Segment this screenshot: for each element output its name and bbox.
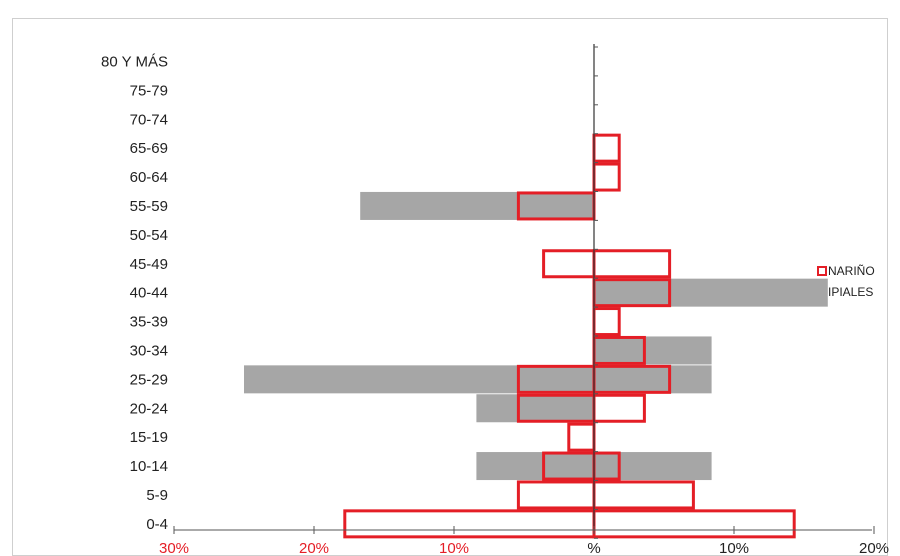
bar-filled-left-12	[476, 394, 594, 423]
bar-outline-right-4	[592, 162, 621, 192]
x-tick-label-right: 20%	[859, 540, 889, 556]
tick-labels-group: 30% 20% 10%% 10% 20%	[159, 540, 889, 556]
category-label: 60-64	[130, 169, 168, 186]
legend-label: NARIÑO	[828, 264, 875, 278]
category-label: 15-19	[130, 429, 168, 446]
legend-label: IPIALES	[828, 285, 873, 299]
bar-filled-right-11	[594, 365, 712, 394]
bar-outline-left-15	[516, 480, 596, 510]
category-label: 55-59	[130, 198, 168, 215]
category-label: 35-39	[130, 314, 168, 331]
bar-outline-left-16	[343, 509, 596, 539]
bar-filled-left-14	[476, 452, 594, 481]
bar-outline-left-7	[542, 249, 596, 279]
x-tick-label-left: 30%	[159, 540, 189, 556]
category-label: 0-4	[146, 516, 168, 533]
category-label: 45-49	[130, 256, 168, 273]
legend: NARIÑO IPIALES	[817, 264, 875, 299]
bar-outline-right-15	[592, 480, 695, 510]
category-label: 65-69	[130, 140, 168, 157]
bar-outline-left-13	[567, 422, 596, 452]
x-tick-label-right: 10%	[719, 540, 749, 556]
category-label: 10-14	[130, 458, 168, 475]
bar-filled-left-5	[360, 191, 594, 220]
category-label: 5-9	[146, 487, 168, 504]
bar-filled-right-8	[594, 278, 828, 307]
category-label: 70-74	[130, 111, 168, 128]
bar-outline-right-7	[592, 249, 672, 279]
bar-outline-right-16	[592, 509, 796, 539]
x-tick-label-left: 10%	[439, 540, 469, 556]
x-tick-label-left: 20%	[299, 540, 329, 556]
bar-filled-left-11	[244, 365, 594, 394]
category-label: 80 Y MÁS	[101, 53, 168, 70]
category-label: 20-24	[130, 400, 168, 417]
bar-outline-right-9	[592, 307, 621, 337]
bar-filled-right-10	[594, 336, 712, 365]
bar-filled-right-14	[594, 452, 712, 481]
bar-outline-right-3	[592, 133, 621, 163]
category-label: 50-54	[130, 227, 168, 244]
legend-swatch-narino	[817, 266, 827, 276]
axes-group	[173, 44, 875, 539]
category-labels-group: 80 Y MÁS 75-79 70-74 65-69 60-64 55-59 50-54 45…	[101, 53, 168, 532]
category-label: 75-79	[130, 82, 168, 99]
x-tick-label-center: %	[587, 540, 600, 556]
category-label: 40-44	[130, 285, 168, 302]
category-label: 25-29	[130, 371, 168, 388]
category-label: 30-34	[130, 342, 168, 359]
filled-bars-group	[244, 191, 828, 481]
bar-outline-right-12	[592, 393, 646, 423]
legend-swatch-ipiales	[818, 288, 826, 296]
